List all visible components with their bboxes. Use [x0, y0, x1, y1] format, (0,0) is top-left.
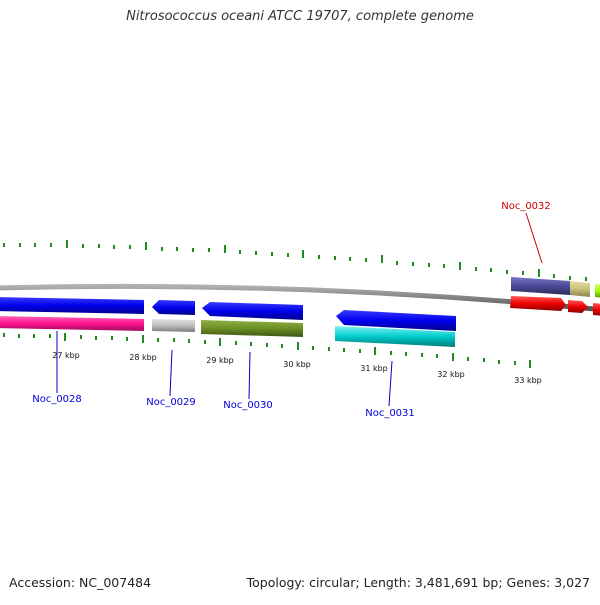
- accession-text: Accession: NC_007484: [9, 575, 152, 590]
- gene-block-khaki[interactable]: [570, 281, 590, 297]
- tick-label: 30 kbp: [283, 360, 311, 369]
- gene-leader-lines: [56, 212, 543, 407]
- gene-arrow-noc-0029-upper[interactable]: [152, 300, 195, 315]
- leader-line-noc-0030: [248, 351, 251, 400]
- gene-label-noc-0028[interactable]: Noc_0028: [32, 394, 82, 405]
- leader-line-noc-0029: [169, 349, 173, 397]
- gene-block-noc-0032-indigo[interactable]: [511, 277, 570, 295]
- gene-arrow-noc-0030-upper[interactable]: [202, 302, 303, 320]
- gene-block-lime[interactable]: [595, 284, 600, 298]
- tick-label: 33 kbp: [514, 376, 542, 385]
- outer-tick-row: [3, 240, 587, 281]
- gene-label-noc-0031[interactable]: Noc_0031: [365, 408, 415, 419]
- inner-tick-row: [3, 333, 531, 368]
- leader-line-noc-0032: [525, 212, 543, 264]
- tick-label: 31 kbp: [360, 364, 388, 373]
- map-title: Nitrosococcus oceani ATCC 19707, complet…: [126, 9, 474, 24]
- gene-arrow-noc-0031-upper[interactable]: [336, 310, 456, 331]
- gene-label-noc-0030[interactable]: Noc_0030: [223, 400, 273, 411]
- forward-strand-features: [0, 277, 600, 331]
- gene-block-noc-0029-silver[interactable]: [152, 319, 195, 332]
- gene-label-noc-0029[interactable]: Noc_0029: [146, 397, 196, 408]
- gene-arrow-noc-0028-upper[interactable]: [0, 297, 144, 314]
- tick-label: 32 kbp: [437, 370, 465, 379]
- gene-arrow-red-1[interactable]: [510, 296, 566, 311]
- reverse-strand-features: [0, 296, 600, 347]
- tick-label: 28 kbp: [129, 353, 157, 362]
- gene-label-noc-0032[interactable]: Noc_0032: [501, 201, 551, 212]
- tick-label: 29 kbp: [206, 356, 234, 365]
- gene-arrow-red-2[interactable]: [568, 300, 588, 313]
- gene-block-red-3[interactable]: [593, 303, 600, 316]
- genome-summary-text: Topology: circular; Length: 3,481,691 bp…: [246, 575, 590, 590]
- gene-block-noc-0030-olive[interactable]: [201, 320, 303, 337]
- gene-block-noc-0031-cyan[interactable]: [335, 326, 455, 347]
- leader-line-noc-0031: [388, 360, 393, 407]
- tick-label: 27 kbp: [52, 351, 80, 360]
- gene-block-noc-0028-magenta[interactable]: [0, 316, 144, 331]
